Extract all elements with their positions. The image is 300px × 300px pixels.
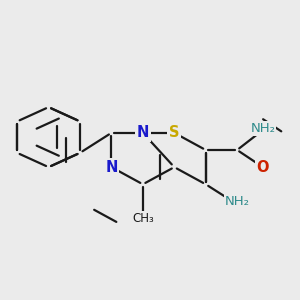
Text: N: N (105, 160, 118, 175)
Text: CH₃: CH₃ (132, 212, 154, 225)
Text: S: S (169, 125, 179, 140)
Text: N: N (105, 160, 118, 175)
Text: O: O (256, 160, 269, 175)
Text: NH₂: NH₂ (225, 195, 250, 208)
Text: N: N (137, 125, 149, 140)
Text: NH₂: NH₂ (250, 122, 275, 135)
